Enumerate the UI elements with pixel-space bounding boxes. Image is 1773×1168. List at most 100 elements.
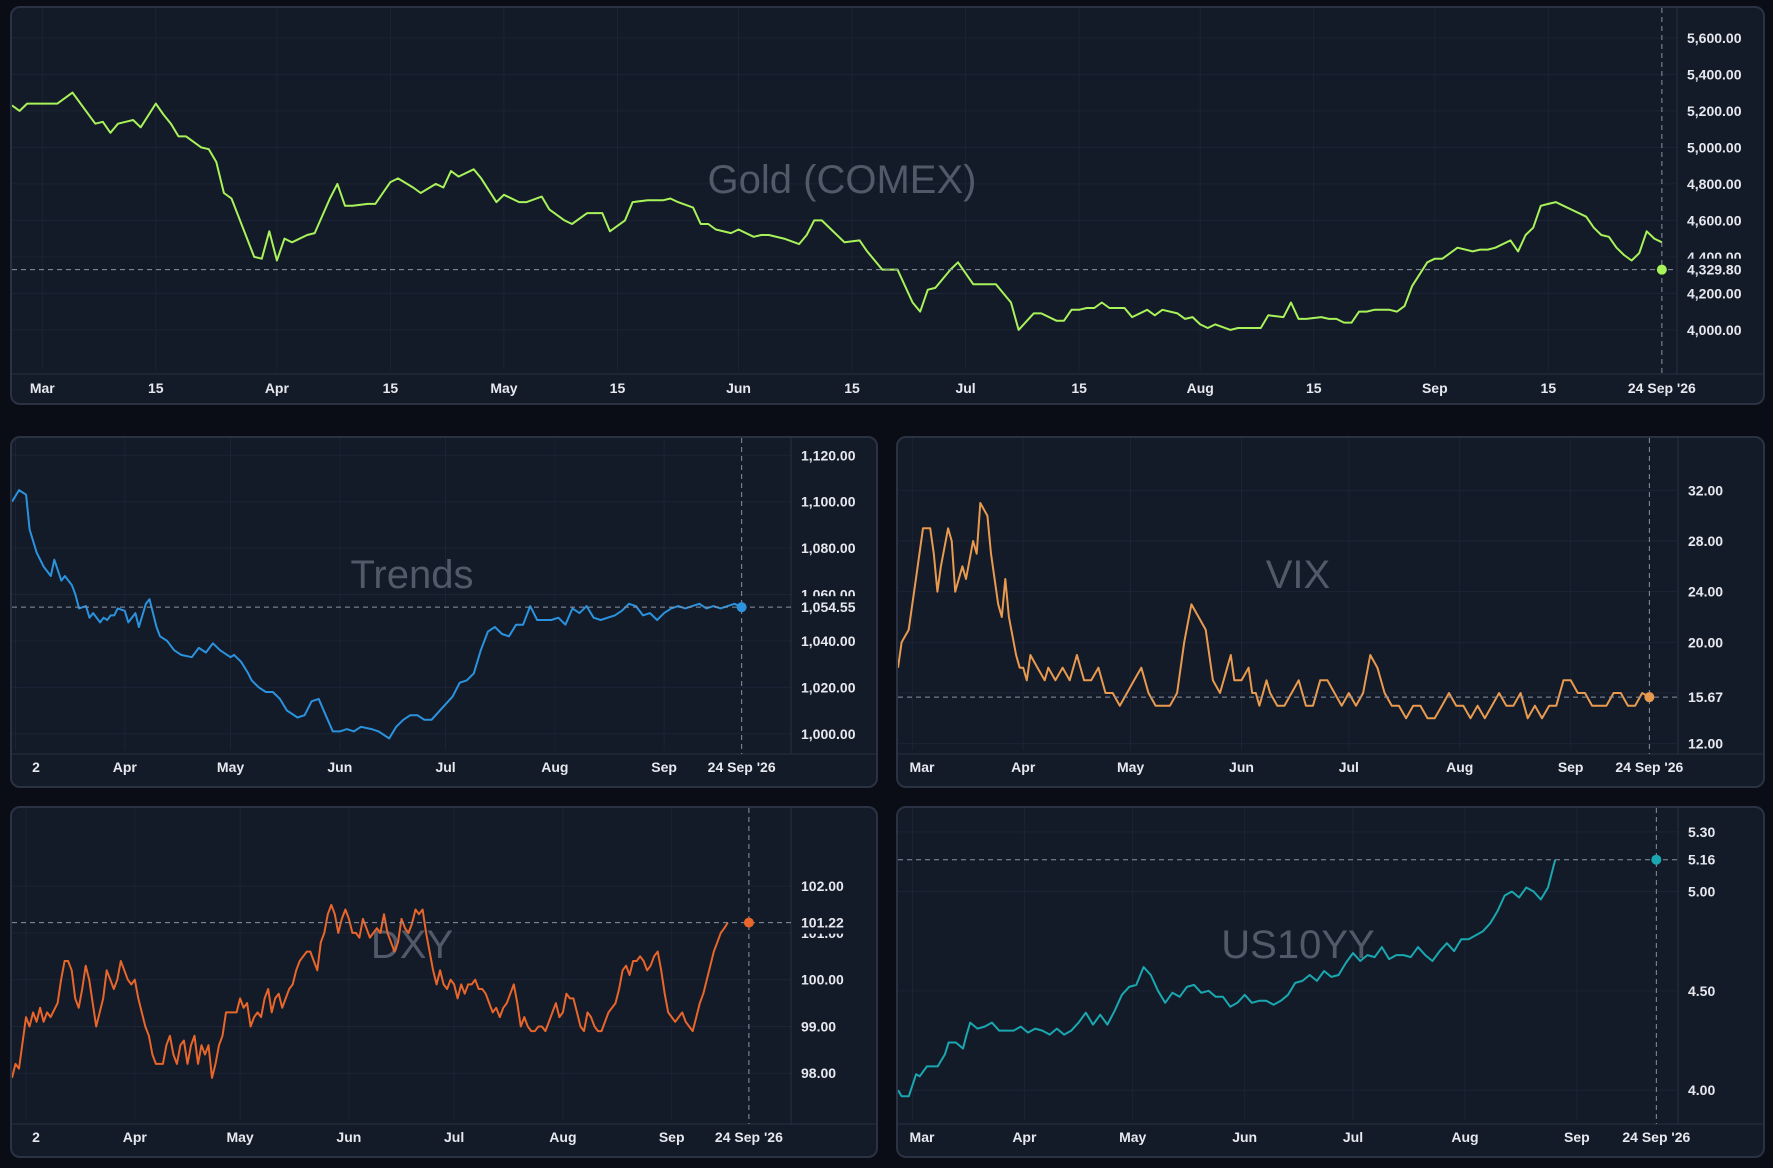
- series-line: [898, 502, 1650, 720]
- x-tick-label-current: 24 Sep '26: [715, 1129, 783, 1145]
- x-tick-label: May: [217, 759, 244, 775]
- series-line: [12, 903, 729, 1079]
- x-tick-label: Sep: [651, 759, 677, 775]
- x-tick-label: 15: [148, 380, 164, 396]
- x-tick-label-current: 24 Sep '26: [708, 759, 776, 775]
- current-price-box: [793, 596, 876, 619]
- y-tick-label: 5,200.00: [1687, 103, 1742, 119]
- x-tick-label: Sep: [1422, 380, 1448, 396]
- y-tick-label: 1,000.00: [801, 726, 856, 742]
- last-point-marker: [1644, 692, 1655, 703]
- x-tick-label: Apr: [1011, 759, 1036, 775]
- current-price-label: 101.22: [801, 915, 844, 931]
- y-tick-label: 32.00: [1688, 482, 1723, 498]
- y-tick-label: 4,000.00: [1687, 322, 1742, 338]
- last-point-marker: [1651, 854, 1662, 865]
- trends-chart[interactable]: Trends1,000.001,020.001,040.001,060.001,…: [12, 438, 876, 786]
- current-price-label: 5.16: [1688, 852, 1715, 868]
- current-price-label: 15.67: [1688, 689, 1723, 705]
- x-tick-label: Apr: [123, 1129, 148, 1145]
- x-tick-label: Jul: [435, 759, 455, 775]
- x-tick-label: Apr: [113, 759, 138, 775]
- us10yy-chart-panel[interactable]: US10YY 4.00 4.50 5.00 5.30 5.16 Mar Apr May Jun Ju…: [896, 806, 1765, 1158]
- chart-title: VIX: [1266, 553, 1330, 597]
- y-tick-label: 5.30: [1688, 824, 1715, 840]
- vix-chart[interactable]: VIX12.0016.0020.0024.0028.0032.0015.67Ma…: [898, 438, 1763, 786]
- x-tick-label: Sep: [659, 1129, 685, 1145]
- x-tick-label: 2: [32, 759, 40, 775]
- gold-chart-panel[interactable]: Gold (COMEX) 4,000.00 4,200.00 4,400.00 4,60…: [10, 6, 1765, 405]
- x-tick-label: Apr: [265, 380, 290, 396]
- y-tick-label: 100.00: [801, 972, 844, 988]
- dxy-chart-panel[interactable]: DXY98.0099.00100.00101.00102.00101.222Ap…: [10, 806, 878, 1158]
- us10yy-chart[interactable]: US10YY 4.00 4.50 5.00 5.30 5.16 Mar Apr May Jun Ju…: [898, 808, 1763, 1156]
- y-tick-label: 1,080.00: [801, 540, 856, 556]
- x-tick-label: Jul: [1343, 1129, 1363, 1145]
- dxy-chart[interactable]: DXY98.0099.00100.00101.00102.00101.222Ap…: [12, 808, 876, 1156]
- x-tick-label: May: [226, 1129, 253, 1145]
- grid-lines: [12, 438, 791, 750]
- y-tick-label: 98.00: [801, 1065, 836, 1081]
- current-price-box: [1680, 686, 1763, 709]
- trends-chart-panel[interactable]: Trends 1,000.00 1,020.00 1,040.00 1,060.00 1,…: [10, 436, 878, 788]
- x-tick-label: Jul: [955, 380, 975, 396]
- y-tick-label: 1,100.00: [801, 494, 856, 510]
- y-tick-label: 4.50: [1688, 983, 1715, 999]
- x-tick-label: Jun: [327, 759, 352, 775]
- x-tick-label: 15: [844, 380, 860, 396]
- x-tick-label: Sep: [1564, 1129, 1590, 1145]
- chart-title: Trends: [350, 553, 473, 597]
- y-tick-label: 28.00: [1688, 533, 1723, 549]
- y-tick-label: 4,200.00: [1687, 285, 1742, 301]
- x-tick-label: Mar: [910, 1129, 935, 1145]
- x-tick-label: Jun: [336, 1129, 361, 1145]
- x-tick-label: 15: [1306, 380, 1322, 396]
- y-tick-label: 5.00: [1688, 884, 1715, 900]
- y-tick-label: 5,000.00: [1687, 139, 1742, 155]
- y-tick-label: 5,600.00: [1687, 30, 1742, 46]
- y-tick-label: 24.00: [1688, 584, 1723, 600]
- current-price-box: [793, 911, 876, 934]
- chart-title: US10YY: [1221, 923, 1374, 967]
- series-line: [12, 91, 1663, 331]
- grid-lines: [898, 438, 1678, 750]
- x-tick-label: Jul: [1339, 759, 1359, 775]
- series-line: [898, 859, 1557, 1098]
- current-price-box: [1679, 258, 1763, 281]
- x-tick-label: Aug: [1446, 759, 1473, 775]
- x-tick-label: Jun: [1229, 759, 1254, 775]
- y-tick-label: 20.00: [1688, 634, 1723, 650]
- vix-chart-panel[interactable]: VIX12.0016.0020.0024.0028.0032.0015.67Ma…: [896, 436, 1765, 788]
- current-price-label: 1,054.55: [801, 599, 856, 615]
- x-tick-label: May: [1119, 1129, 1146, 1145]
- y-tick-label: 1,120.00: [801, 447, 856, 463]
- gold-chart[interactable]: Gold (COMEX)4,000.004,200.004,400.004,60…: [12, 8, 1763, 403]
- last-point-marker: [1656, 264, 1667, 275]
- grid-lines: [12, 808, 791, 1120]
- x-tick-label: Apr: [1012, 1129, 1037, 1145]
- x-tick-label: Aug: [549, 1129, 576, 1145]
- x-tick-label: Jun: [726, 380, 751, 396]
- grid-lines: [12, 8, 1677, 370]
- x-tick-label: Sep: [1558, 759, 1584, 775]
- x-tick-label: Mar: [30, 380, 55, 396]
- y-tick-label: 12.00: [1688, 736, 1723, 752]
- x-tick-label: 15: [1541, 380, 1557, 396]
- y-tick-label: 102.00: [801, 878, 844, 894]
- x-tick-label: Jun: [1232, 1129, 1257, 1145]
- x-tick-label: Aug: [1451, 1129, 1478, 1145]
- x-tick-label: Aug: [541, 759, 568, 775]
- x-tick-label: May: [490, 380, 517, 396]
- current-price-box: [1680, 848, 1763, 871]
- x-tick-label-current: 24 Sep '26: [1615, 759, 1683, 775]
- x-tick-label-current: 24 Sep '26: [1628, 380, 1696, 396]
- x-tick-label: 15: [610, 380, 626, 396]
- x-tick-label: Mar: [910, 759, 935, 775]
- last-point-marker: [736, 602, 747, 613]
- chart-title: Gold (COMEX): [708, 158, 977, 202]
- x-tick-label: 2: [32, 1129, 40, 1145]
- x-tick-label-current: 24 Sep '26: [1622, 1129, 1690, 1145]
- last-point-marker: [743, 917, 754, 928]
- x-tick-label: 15: [383, 380, 399, 396]
- x-tick-label: Aug: [1187, 380, 1214, 396]
